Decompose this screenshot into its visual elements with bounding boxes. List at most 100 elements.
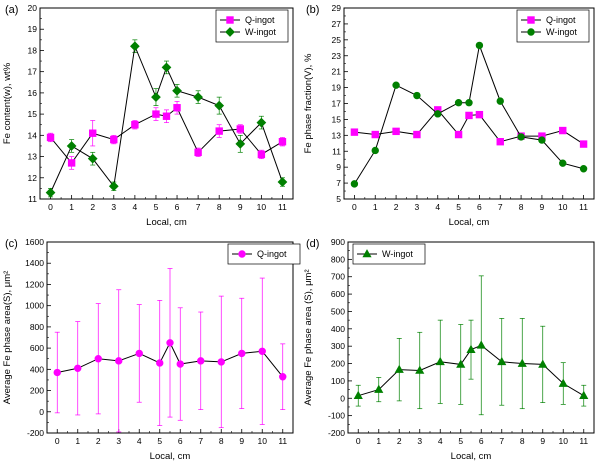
- x-axis: 0 1 2 3 4 5 6 7 8 9 10 11: [356, 429, 588, 446]
- y-axis: 5 7 9 11 13 15 17 19 21 23 25 27 29: [332, 3, 348, 204]
- data-point: [258, 347, 266, 355]
- plot-area: [53, 268, 287, 433]
- data-point: [215, 127, 223, 135]
- data-point: [130, 41, 140, 52]
- data-point: [236, 125, 244, 133]
- data-point: [131, 121, 139, 129]
- x-tick-label: 7: [498, 202, 503, 212]
- series-q-ingot: [350, 106, 588, 148]
- y-tick-label: 0: [39, 407, 44, 417]
- y-tick-label: -200: [328, 428, 345, 438]
- data-point: [559, 159, 567, 167]
- data-point: [108, 181, 119, 192]
- y-tick-label: 400: [331, 324, 345, 334]
- y-tick-label: 23: [332, 51, 342, 61]
- y-tick-label: 1400: [25, 258, 44, 268]
- y-tick-label: 800: [331, 254, 345, 264]
- x-tick-label: 10: [258, 436, 268, 446]
- series-q-ingot: [46, 101, 287, 170]
- y-tick-label: 700: [331, 272, 345, 282]
- x-tick-label: 1: [75, 436, 80, 446]
- data-point: [235, 138, 246, 149]
- y-tick-label: 800: [30, 322, 44, 332]
- y-tick-label: 200: [30, 386, 44, 396]
- chart-panel-d: 0 1 2 3 4 5 6 7 8 9 10 11 -200 -100 0 100 200 300 400 500 60…: [301, 234, 602, 468]
- data-point: [277, 177, 288, 187]
- legend: Q-ingot: [227, 243, 301, 265]
- y-tick-label: 21: [332, 67, 342, 77]
- legend-label: W-ingot: [245, 27, 276, 37]
- x-tick-label: 6: [479, 436, 484, 446]
- x-tick-label: 0: [55, 436, 60, 446]
- legend-marker: [225, 27, 235, 37]
- legend-marker: [362, 249, 372, 258]
- chart-panel-b: 0 1 2 3 4 5 6 7 8 9 10 11 5 7 9 11 13 15 17 19 21 23 25 27 29 Loc…: [301, 0, 602, 234]
- chart-panel-a: 0 1 2 3 4 5 6 7 8 9 10 11 11 12 13 14 15 16 17 18 19 20 Local,…: [0, 0, 301, 234]
- x-axis: 0 1 2 3 4 5 6 7 8 9 10 11: [352, 195, 588, 212]
- y-axis-label: Average Fe phase area (S), μm²: [303, 269, 314, 405]
- y-tick-label: 7: [336, 178, 341, 188]
- data-point: [559, 126, 567, 135]
- data-point: [496, 137, 504, 146]
- data-point: [197, 357, 205, 365]
- x-tick-label: 6: [178, 436, 183, 446]
- x-tick-label: 4: [137, 436, 142, 446]
- data-point: [162, 112, 171, 120]
- data-point: [173, 104, 181, 112]
- x-tick-label: 2: [394, 202, 399, 212]
- data-point: [176, 360, 184, 368]
- x-axis-label: Local, cm: [451, 451, 492, 462]
- data-point: [456, 359, 466, 368]
- x-axis-label: Local, cm: [146, 217, 187, 228]
- data-point: [45, 187, 56, 198]
- y-tick-label: 19: [332, 83, 342, 93]
- x-axis: 0 1 2 3 4 5 6 7 8 9 10 11: [55, 429, 287, 446]
- data-point: [517, 358, 527, 367]
- x-tick-label: 4: [438, 436, 443, 446]
- y-tick-label: 18: [28, 45, 38, 55]
- y-tick-label: 400: [30, 364, 44, 374]
- x-tick-label: 9: [238, 202, 243, 212]
- data-point: [538, 359, 548, 368]
- data-point: [476, 340, 486, 349]
- x-axis-label: Local, cm: [449, 217, 490, 228]
- data-point: [392, 81, 400, 89]
- panel-label: (a): [5, 4, 18, 16]
- data-point: [497, 356, 507, 366]
- y-tick-label: 27: [332, 19, 342, 29]
- chart-b-svg: 0 1 2 3 4 5 6 7 8 9 10 1157911131517192123252729Loc…: [303, 3, 595, 228]
- data-point: [454, 130, 463, 139]
- plot-area: [353, 275, 589, 416]
- data-point: [87, 153, 98, 164]
- data-point: [217, 358, 225, 366]
- data-point: [257, 150, 266, 159]
- data-point: [350, 128, 359, 136]
- y-tick-label: 200: [331, 359, 345, 369]
- x-tick-label: 2: [397, 436, 402, 446]
- plot-area: [350, 41, 588, 188]
- chart-panel-c: 0 1 2 3 4 5 6 7 8 9 10 11 -200 0 200 400 600 800 1000 1200 1…: [0, 234, 301, 468]
- data-point: [415, 365, 425, 374]
- series-q-ingot: [53, 268, 287, 433]
- panel-label: (c): [5, 238, 18, 250]
- x-tick-label: 2: [96, 436, 101, 446]
- x-tick-label: 2: [90, 202, 95, 212]
- data-point: [256, 117, 267, 128]
- y-tick-label: 25: [332, 35, 342, 45]
- data-point: [434, 110, 442, 118]
- legend-label: Q-ingot: [245, 15, 275, 25]
- x-tick-label: 7: [499, 436, 504, 446]
- x-tick-label: 1: [376, 436, 381, 446]
- data-point: [435, 356, 445, 366]
- data-point: [475, 110, 484, 119]
- y-tick-label: 600: [30, 343, 44, 353]
- legend-label: Q-ingot: [546, 15, 576, 25]
- y-axis: 11 12 13 14 15 16 17 18 19 20: [28, 3, 44, 204]
- data-point: [496, 97, 504, 105]
- data-point: [53, 368, 61, 377]
- x-tick-label: 1: [69, 202, 74, 212]
- data-point: [115, 357, 123, 365]
- x-tick-label: 8: [519, 202, 524, 212]
- data-point: [67, 159, 76, 167]
- data-point: [465, 111, 473, 120]
